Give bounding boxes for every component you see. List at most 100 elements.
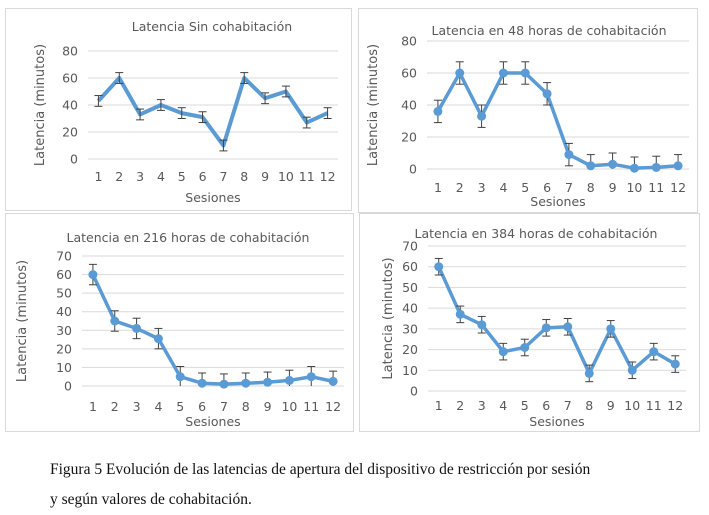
y-tick-label: 50 — [402, 280, 418, 295]
error-bar — [136, 108, 145, 121]
x-axis-label: Sesiones — [185, 190, 240, 205]
y-tick-label: 40 — [56, 304, 72, 319]
chart-384-horas: Latencia en 384 horas de cohabitación 0 10… — [381, 226, 686, 429]
x-tick-label: 6 — [199, 169, 207, 184]
y-tick-label: 20 — [62, 125, 78, 140]
y-tick-label: 20 — [401, 130, 417, 145]
data-point — [608, 159, 618, 169]
error-bar — [219, 139, 228, 152]
x-tick-label: 1 — [435, 398, 443, 413]
x-tick-label: 3 — [136, 169, 144, 184]
y-tick-label: 10 — [56, 360, 72, 375]
chart-title: Latencia en 48 horas de cohabitación — [431, 23, 666, 38]
x-tick-label: 12 — [670, 180, 686, 195]
x-tick-label: 5 — [176, 399, 184, 414]
x-tick-label: 2 — [111, 399, 119, 414]
data-point — [673, 161, 683, 171]
y-tick-label: 20 — [402, 342, 418, 357]
x-tick-label: 9 — [609, 180, 617, 195]
x-tick-label: 1 — [434, 180, 442, 195]
x-tick-label: 5 — [521, 398, 529, 413]
error-bar — [94, 95, 103, 107]
error-bar — [302, 116, 311, 129]
x-tick-label: 7 — [220, 399, 228, 414]
data-point — [629, 163, 639, 173]
chart-title: Latencia en 384 horas de cohabitación — [415, 226, 658, 241]
y-axis-label: Latencia (minutos) — [15, 260, 30, 382]
x-tick-label: 3 — [478, 180, 486, 195]
x-tick-label: 6 — [543, 180, 551, 195]
y-tick-label: 70 — [56, 249, 72, 264]
y-tick-label: 40 — [402, 301, 418, 316]
data-point — [498, 347, 508, 357]
data-point — [670, 359, 680, 369]
data-point — [649, 347, 659, 357]
error-bar — [240, 72, 249, 84]
data-point — [328, 376, 338, 386]
y-tick-label: 70 — [402, 239, 418, 254]
x-tick-label: 4 — [157, 169, 165, 184]
error-bar — [115, 72, 124, 84]
data-point — [110, 316, 120, 326]
data-point — [542, 89, 552, 99]
data-point — [153, 334, 163, 344]
error-bar — [323, 107, 332, 119]
x-tick-label: 10 — [281, 399, 297, 414]
data-point — [584, 368, 594, 378]
y-tick-label: 20 — [56, 341, 72, 356]
data-point — [563, 322, 573, 332]
x-tick-label: 12 — [320, 169, 336, 184]
x-tick-label: 10 — [626, 180, 642, 195]
x-tick-label: 9 — [607, 398, 615, 413]
error-bar — [281, 85, 290, 98]
x-tick-label: 12 — [667, 398, 683, 413]
series-line — [437, 265, 677, 376]
x-axis-label: Sesiones — [185, 414, 240, 429]
data-point — [651, 162, 661, 172]
x-tick-label: 11 — [303, 399, 319, 414]
data-point — [477, 111, 487, 121]
y-tick-label: 0 — [409, 162, 417, 177]
caption-line-1: Figura 5 Evolución de las latencias de a… — [50, 461, 591, 478]
x-tick-label: 3 — [478, 398, 486, 413]
data-point — [586, 161, 596, 171]
data-point — [219, 379, 229, 389]
x-tick-label: 11 — [646, 398, 662, 413]
x-tick-label: 10 — [624, 398, 640, 413]
x-axis-label: Sesiones — [530, 194, 585, 209]
error-bar — [261, 92, 270, 105]
x-tick-label: 2 — [456, 398, 464, 413]
y-tick-label: 0 — [64, 379, 72, 394]
x-tick-label: 4 — [499, 398, 507, 413]
data-point — [477, 320, 487, 330]
chart-panel-48-horas: Latencia en 48 horas de cohabitación 0 20 4… — [358, 8, 698, 213]
chart-48-horas: Latencia en 48 horas de cohabitación 0 20 4… — [366, 23, 689, 209]
chart-title: Latencia Sin cohabitación — [132, 19, 292, 34]
series-line — [96, 76, 329, 148]
data-point — [541, 323, 551, 333]
y-tick-label: 30 — [402, 321, 418, 336]
data-point — [175, 372, 185, 382]
x-tick-label: 2 — [115, 169, 123, 184]
y-tick-label: 50 — [56, 286, 72, 301]
x-tick-label: 9 — [264, 399, 272, 414]
data-point — [132, 323, 142, 333]
data-point — [627, 365, 637, 375]
y-axis-label: Latencia (minutos) — [381, 257, 396, 379]
y-tick-label: 60 — [402, 259, 418, 274]
caption-line-2: y según valores de cohabitación. — [50, 491, 252, 508]
data-point — [433, 106, 443, 116]
chart-panel-216-horas: Latencia en 216 horas de cohabitación 0 10… — [5, 213, 354, 432]
x-tick-label: 6 — [198, 399, 206, 414]
y-tick-label: 10 — [402, 363, 418, 378]
x-tick-label: 3 — [133, 399, 141, 414]
data-point — [88, 270, 98, 280]
y-tick-label: 40 — [62, 98, 78, 113]
x-tick-label: 1 — [94, 169, 102, 184]
x-tick-label: 2 — [456, 180, 464, 195]
y-tick-label: 40 — [401, 98, 417, 113]
figure-caption: Figura 5 Evolución de las latencias de a… — [50, 455, 705, 515]
x-tick-label: 1 — [89, 399, 97, 414]
y-axis-label: Latencia (minutos) — [366, 44, 381, 166]
